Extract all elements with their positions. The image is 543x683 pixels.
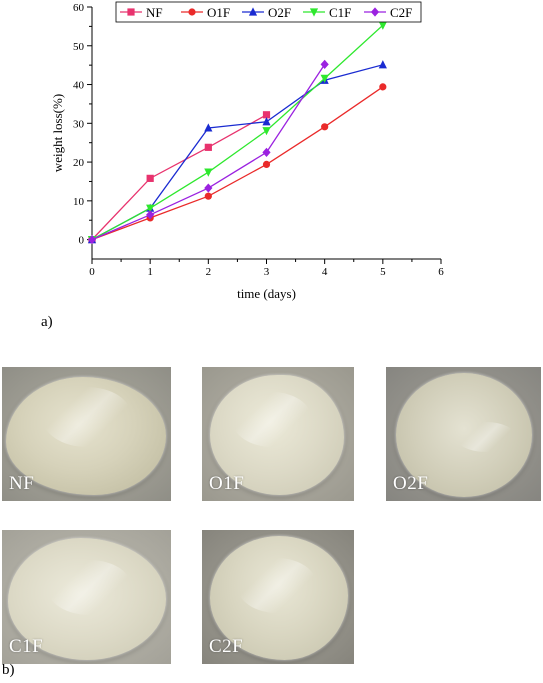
photo-label: C2F — [209, 636, 244, 657]
legend-marker-c2f — [370, 7, 380, 17]
point-c2f — [204, 183, 213, 193]
series-line-nf — [91, 114, 267, 241]
point-nf — [146, 174, 154, 182]
x-tick-label: 1 — [147, 266, 153, 278]
y-tick-label: 10 — [73, 196, 85, 208]
y-tick-label: 30 — [73, 118, 85, 130]
photo-o1f: O1F — [202, 367, 354, 501]
point-c1f — [378, 21, 387, 30]
series-line-o1f — [91, 86, 384, 241]
photo-c1f: C1F — [2, 530, 171, 664]
legend-marker-o1f — [188, 8, 196, 16]
point-nf — [262, 111, 271, 119]
photo-label: NF — [9, 473, 35, 494]
panel-a-label: a) — [41, 314, 53, 330]
x-tick-label: 4 — [322, 266, 328, 278]
point-o1f — [379, 83, 387, 91]
point-c2f — [320, 59, 329, 69]
legend-label-nf: NF — [146, 5, 163, 20]
x-axis-label: time (days) — [237, 286, 296, 301]
x-tick-label: 0 — [89, 266, 95, 278]
point-o2f — [378, 60, 387, 69]
y-tick-label: 50 — [73, 41, 85, 53]
y-tick-label: 20 — [73, 157, 85, 169]
x-tick-label: 5 — [380, 266, 386, 278]
legend-label-c1f: C1F — [329, 5, 351, 20]
point-o1f — [321, 123, 329, 131]
point-o2f — [204, 123, 213, 132]
point-c2f — [262, 147, 271, 157]
y-tick-label: 0 — [79, 235, 85, 247]
legend-marker-o2f — [248, 7, 258, 16]
chart-series — [87, 21, 387, 245]
photo-o2f: O2F — [386, 367, 541, 501]
photo-label: O1F — [209, 473, 245, 494]
legend-label-o1f: O1F — [207, 5, 230, 20]
point-o2f — [262, 117, 271, 126]
legend-marker-c1f — [309, 8, 319, 17]
point-c1f — [146, 204, 155, 213]
point-o1f — [262, 160, 271, 169]
point-c1f — [262, 127, 271, 136]
photo-label: C1F — [9, 636, 44, 657]
y-axis-label: weight loss(%) — [50, 94, 65, 172]
legend-label-o2f: O2F — [268, 5, 291, 20]
legend-box — [115, 1, 422, 23]
photo-c2f: C2F — [202, 530, 354, 664]
photo-nf: NF — [2, 367, 171, 501]
y-tick-label: 40 — [73, 80, 85, 92]
legend-label-c2f: C2F — [390, 5, 412, 20]
y-tick-label: 60 — [73, 2, 85, 14]
point-o1f — [204, 192, 212, 200]
point-c1f — [320, 74, 329, 83]
point-nf — [204, 143, 212, 151]
series-line-c2f — [91, 64, 326, 241]
photo-label: O2F — [393, 473, 429, 494]
chart-legend: NF O1F O2F C1F C2F — [115, 1, 422, 23]
point-c2f — [146, 210, 155, 220]
point-c2f — [87, 235, 97, 245]
panel-b-label: b) — [2, 662, 15, 678]
point-c1f — [204, 168, 213, 177]
legend-marker-nf — [127, 8, 135, 16]
x-tick-label: 2 — [206, 266, 212, 278]
series-line-c1f — [91, 24, 384, 241]
x-tick-label: 3 — [264, 266, 270, 278]
x-tick-label: 6 — [438, 266, 444, 278]
